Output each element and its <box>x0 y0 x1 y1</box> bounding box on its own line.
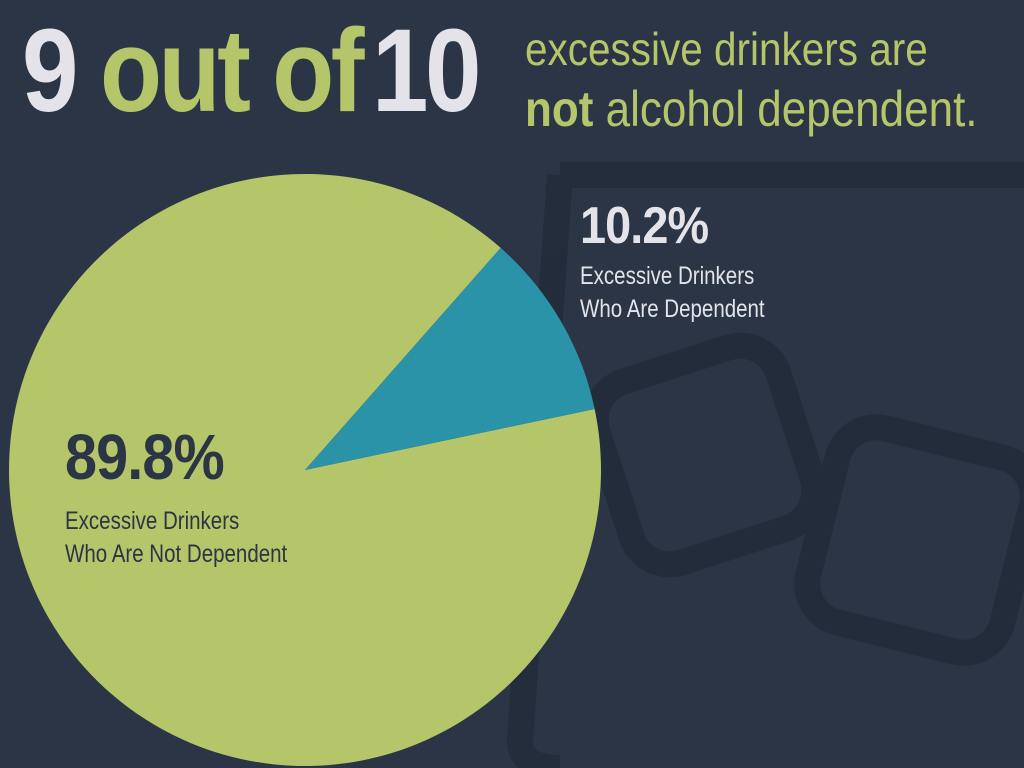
ice-cube <box>582 332 828 578</box>
value-label: 89.8% <box>65 421 225 493</box>
title-line: excessive drinkers are <box>525 23 928 75</box>
pie <box>9 173 602 766</box>
category-label: Excessive Drinkers Who Are Dependent <box>580 262 765 323</box>
value-label: 10.2% <box>580 197 709 255</box>
title-text: out of <box>100 5 365 137</box>
title-line: not alcohol dependent. <box>525 84 978 134</box>
title-text: alcohol dependent. <box>605 81 978 137</box>
pie-slice <box>305 247 595 470</box>
title-number: 10 <box>372 5 481 137</box>
category-label: Excessive Drinkers Who Are Not Dependent <box>65 507 288 568</box>
title-number: 9 <box>22 5 78 137</box>
title-emphasis: not <box>525 81 594 137</box>
ice-cube <box>794 414 1024 666</box>
